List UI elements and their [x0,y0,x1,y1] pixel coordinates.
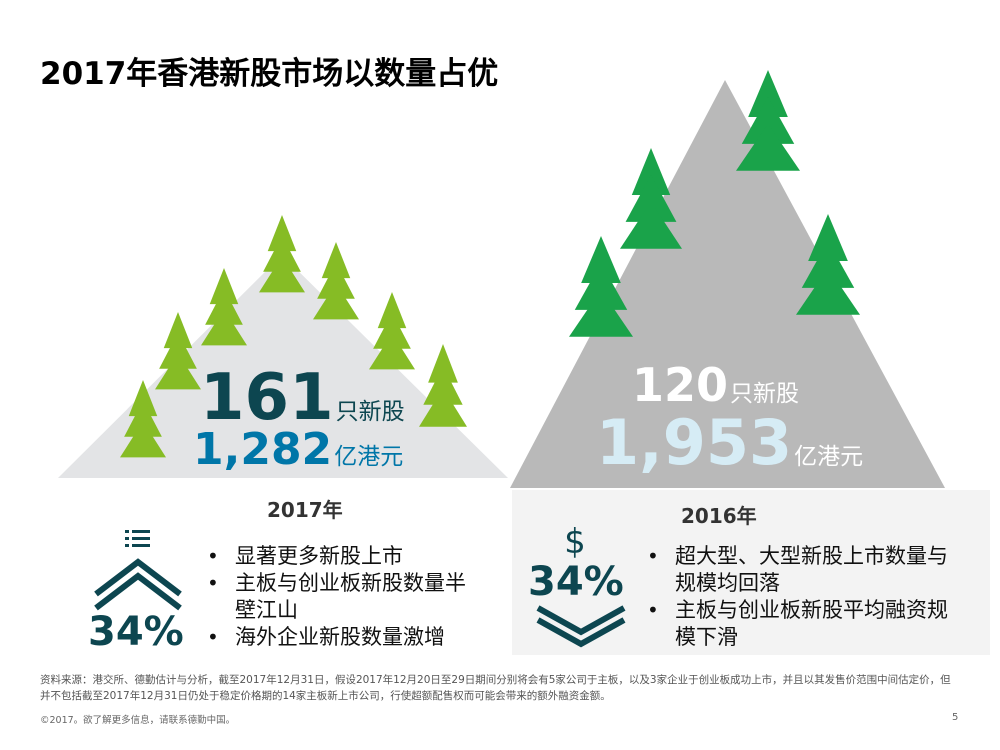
trees-2017 [120,215,467,458]
tree-2017-6 [369,292,415,370]
copyright-note: ©2017。欲了解更多信息，请联系德勤中国。 [40,715,236,726]
trees-2016 [569,70,860,337]
tree-2017-2 [155,312,201,390]
bullets-2017: 显著更多新股上市 主板与创业板新股数量半壁江山 海外企业新股数量激增 [205,543,470,651]
tree-2016-4 [796,214,860,315]
source-note: 资料来源：港交所、德勤估计与分析，截至2017年12月31日，假设2017年12… [40,674,951,702]
bullet-2017-1: 显著更多新股上市 [205,543,470,570]
bullet-2016-2: 主板与创业板新股平均融资规模下滑 [645,597,950,651]
tree-2017-7 [419,344,467,427]
amount-2017-unit: 亿港元 [334,444,404,470]
dollar-icon: $ [564,522,586,560]
amount-2017: 1,282亿港元 [193,428,403,472]
tree-2016-3 [736,70,800,171]
bullet-2017-2: 主板与创业板新股数量半壁江山 [205,570,470,624]
year-2016: 2016年 [681,504,757,528]
tree-2016-1 [569,236,633,337]
count-2017: 161只新股 [200,366,405,430]
list-with-up-chevrons-icon [94,530,182,611]
year-2017: 2017年 [267,498,343,522]
amount-2016-unit: 亿港元 [794,444,864,470]
amount-2017-value: 1,282 [193,424,333,475]
count-2017-unit: 只新股 [335,399,405,425]
percent-2017: 34% [88,609,184,655]
count-2016-unit: 只新股 [730,381,800,407]
percent-2016: 34% [528,559,624,605]
bullets-2016: 超大型、大型新股上市数量与规模均回落 主板与创业板新股平均融资规模下滑 [645,543,950,651]
svg-text:$: $ [564,522,586,560]
page-number: 5 [952,712,959,723]
mountain-2016 [510,80,945,488]
amount-2016-value: 1,953 [596,406,793,479]
tree-2016-2 [620,148,682,249]
count-2016-value: 120 [632,358,729,412]
bullet-2016-1: 超大型、大型新股上市数量与规模均回落 [645,543,950,597]
page-title: 2017年香港新股市场以数量占优 [40,56,499,92]
down-chevrons-icon [536,605,626,648]
tree-2017-3 [201,268,247,346]
count-2017-value: 161 [200,361,334,435]
tree-2017-1 [120,380,166,458]
tree-2017-5 [313,242,359,320]
count-2016: 120只新股 [632,362,799,408]
tree-2017-4 [259,215,305,293]
mountain-2017 [58,255,508,478]
amount-2016: 1,953亿港元 [596,412,863,474]
bullet-2017-3: 海外企业新股数量激增 [205,624,470,651]
